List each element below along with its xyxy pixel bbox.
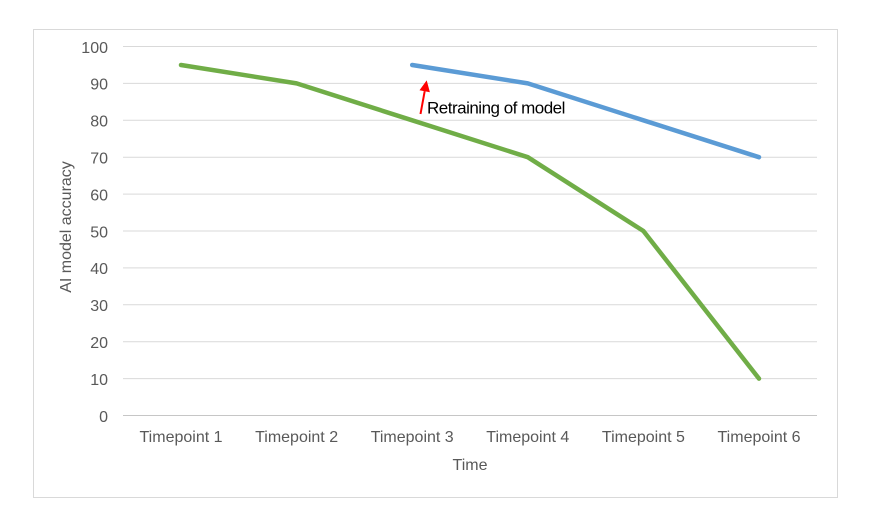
svg-text:Timepoint 5: Timepoint 5 [602,429,685,446]
svg-text:Timepoint 4: Timepoint 4 [486,429,569,446]
svg-text:60: 60 [90,187,108,204]
svg-text:70: 70 [90,151,108,168]
svg-text:40: 40 [90,261,108,278]
svg-text:Retraining of model: Retraining of model [427,99,565,118]
svg-text:50: 50 [90,224,108,241]
svg-text:AI model accuracy: AI model accuracy [58,161,75,293]
svg-text:90: 90 [90,77,108,94]
svg-text:10: 10 [90,372,108,389]
svg-text:80: 80 [90,114,108,131]
svg-text:20: 20 [90,335,108,352]
svg-text:0: 0 [99,409,108,426]
svg-text:30: 30 [90,298,108,315]
svg-text:Timepoint 1: Timepoint 1 [140,429,223,446]
svg-text:100: 100 [81,40,108,57]
svg-text:Time: Time [453,457,488,474]
svg-text:Timepoint 3: Timepoint 3 [371,429,454,446]
svg-text:Timepoint 2: Timepoint 2 [255,429,338,446]
svg-text:Timepoint 6: Timepoint 6 [718,429,801,446]
